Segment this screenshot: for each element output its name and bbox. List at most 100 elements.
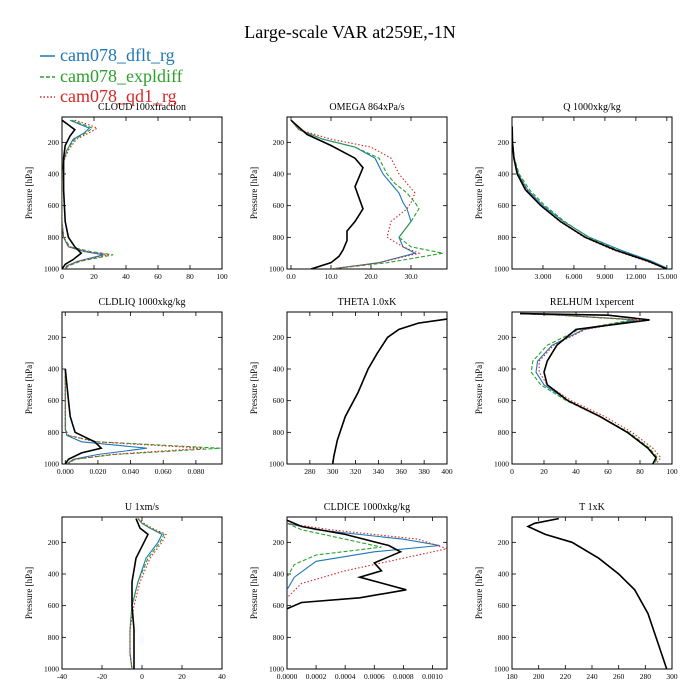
panel-title: OMEGA 864xPa/s (329, 102, 404, 113)
y-axis-label: Pressure [hPa] (24, 362, 34, 414)
y-tick-label: 1000 (44, 265, 59, 274)
x-tick-label: 0.080 (187, 467, 204, 476)
y-tick-label: 1000 (269, 265, 284, 274)
y-tick-label: 1000 (494, 460, 509, 469)
series-line-cam078_dflt_rg (290, 119, 417, 269)
series-line-reference (526, 517, 668, 669)
x-tick-label: 0.020 (89, 467, 106, 476)
x-tick-label: 220 (560, 672, 572, 681)
y-axis-label: Pressure [hPa] (249, 362, 259, 414)
x-tick-label: 12.000 (626, 272, 647, 281)
series-line-cam078_dflt_rg (64, 369, 147, 464)
panel-3: CLDLIQ 1000xkg/kg Pressure [hPa] 200 400 600… (24, 297, 223, 476)
y-tick-label: 400 (273, 365, 285, 374)
x-tick-label: 3.000 (535, 272, 552, 281)
series-line-reference (290, 119, 364, 269)
series-line-cam078_expldiff (519, 313, 659, 464)
x-tick-label: 260 (613, 672, 625, 681)
y-tick-label: 400 (48, 170, 60, 179)
y-tick-label: 1000 (494, 665, 509, 674)
y-tick-label: 600 (273, 601, 285, 610)
y-tick-label: 200 (273, 333, 285, 342)
y-axis-label: Pressure [hPa] (249, 567, 259, 619)
x-tick-label: 40 (218, 672, 226, 681)
x-tick-label: 0.0 (286, 272, 296, 281)
x-tick-label: 0 (140, 672, 144, 681)
plot-frame (286, 516, 448, 670)
y-tick-label: 800 (273, 233, 285, 242)
series-line-cam078_expldiff (332, 318, 447, 464)
panel-2: Q 1000xkg/kg Pressure [hPa] 200 400 600 800 10… (474, 102, 677, 281)
y-tick-label: 1000 (44, 460, 59, 469)
x-tick-label: 320 (350, 467, 362, 476)
y-tick-label: 600 (48, 396, 60, 405)
y-tick-label: 600 (48, 601, 60, 610)
y-tick-label: 400 (498, 365, 510, 374)
x-tick-label: 15.000 (657, 272, 678, 281)
y-tick-label: 1000 (269, 665, 284, 674)
x-tick-label: 0.0004 (335, 672, 356, 681)
y-axis-label: Pressure [hPa] (474, 567, 484, 619)
panel-title: THETA 1.0xK (338, 297, 397, 308)
y-tick-label: 600 (498, 396, 510, 405)
x-tick-label: 0.0010 (422, 672, 443, 681)
y-tick-label: 400 (273, 170, 285, 179)
y-tick-label: 1000 (44, 665, 59, 674)
y-tick-label: 800 (498, 633, 510, 642)
x-tick-label: 0 (60, 272, 64, 281)
plot-frame (286, 311, 448, 465)
x-tick-label: 60 (154, 272, 162, 281)
x-tick-label: 0.060 (155, 467, 172, 476)
y-tick-label: 600 (273, 396, 285, 405)
panel-4: THETA 1.0xK Pressure [hPa] 200 400 600 800 100… (249, 297, 453, 476)
series-line-reference (512, 126, 668, 269)
x-tick-label: 300 (327, 467, 339, 476)
x-tick-label: 0.0006 (364, 672, 385, 681)
series-line-reference (131, 518, 150, 669)
y-tick-label: 600 (48, 201, 60, 210)
y-axis-label: Pressure [hPa] (24, 167, 34, 219)
y-tick-label: 200 (498, 538, 510, 547)
panel-1: OMEGA 864xPa/s Pressure [hPa] 200 400 600 800… (249, 102, 448, 281)
x-tick-label: 0 (510, 467, 514, 476)
x-tick-label: 360 (396, 467, 408, 476)
y-tick-label: 400 (48, 570, 60, 579)
x-tick-label: 60 (604, 467, 612, 476)
y-tick-label: 200 (48, 138, 60, 147)
x-tick-label: -40 (57, 672, 67, 681)
y-tick-label: 200 (273, 138, 285, 147)
series-line-reference (519, 312, 657, 464)
series-line-cam078_expldiff (62, 119, 114, 269)
x-tick-label: 20 (90, 272, 98, 281)
y-axis-label: Pressure [hPa] (474, 362, 484, 414)
plot-frame (61, 311, 223, 465)
x-tick-label: 0.040 (122, 467, 139, 476)
series-line-cam078_dflt_rg (512, 126, 670, 269)
series-line-cam078_expldiff (129, 518, 165, 669)
y-tick-label: 400 (48, 365, 60, 374)
y-tick-label: 600 (273, 201, 285, 210)
y-tick-label: 800 (48, 233, 60, 242)
x-tick-label: 340 (373, 467, 385, 476)
x-tick-label: 280 (304, 467, 316, 476)
y-tick-label: 200 (273, 538, 285, 547)
x-tick-label: 9.000 (596, 272, 613, 281)
x-tick-label: 100 (216, 272, 228, 281)
panel-title: CLDLIQ 1000xkg/kg (99, 297, 186, 308)
legend-label-expldiff: cam078_expldiff (60, 66, 183, 86)
x-tick-label: 20 (540, 467, 548, 476)
y-tick-label: 400 (273, 570, 285, 579)
y-axis-label: Pressure [hPa] (474, 167, 484, 219)
plot-frame (511, 311, 673, 465)
x-tick-label: 280 (640, 672, 652, 681)
plot-frame (61, 516, 223, 670)
legend-label-dflt: cam078_dflt_rg (60, 45, 175, 65)
panel-title: U 1xm/s (125, 502, 159, 513)
plot-frame (511, 516, 673, 670)
